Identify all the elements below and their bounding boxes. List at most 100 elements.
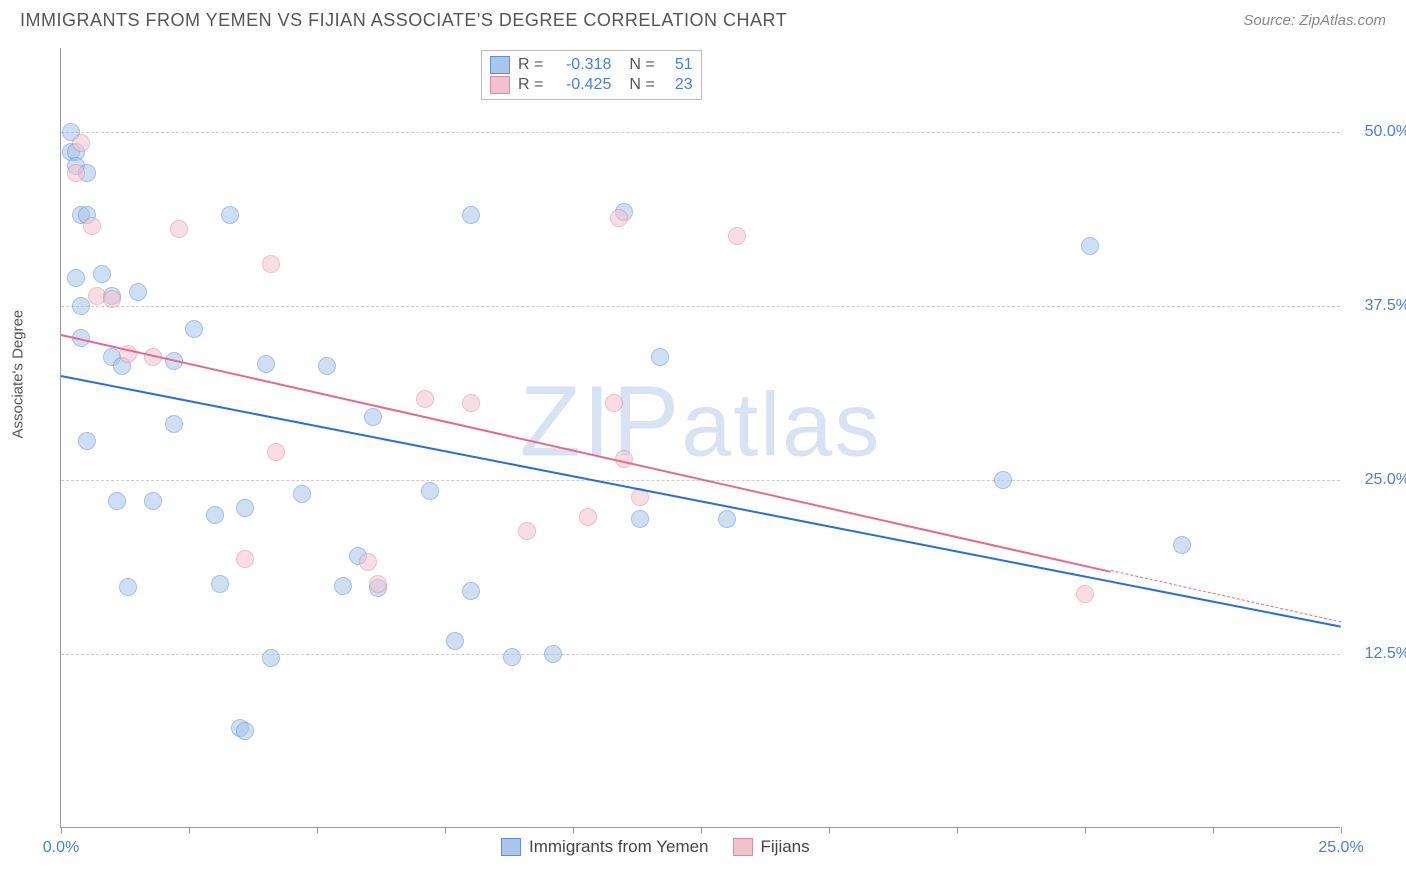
y-tick-label: 37.5% (1350, 297, 1406, 315)
scatter-point (1173, 536, 1191, 554)
scatter-point (67, 269, 85, 287)
scatter-point (728, 227, 746, 245)
x-tick-mark (189, 827, 190, 833)
scatter-point (1081, 237, 1099, 255)
legend-stats-row: R =-0.425N =23 (490, 75, 693, 95)
scatter-point (103, 290, 121, 308)
legend-swatch (490, 56, 510, 74)
legend-n-label: N = (629, 56, 654, 74)
scatter-point (318, 357, 336, 375)
x-tick-mark (829, 827, 830, 833)
scatter-point (446, 632, 464, 650)
legend-r-value: -0.318 (551, 56, 611, 74)
source-label: Source: (1243, 12, 1295, 29)
legend-stats-row: R = -0.318 N = 51 (490, 55, 693, 75)
legend-r-label: R = (518, 76, 543, 94)
trend-line-dashed (1110, 570, 1341, 623)
x-tick-mark (1085, 827, 1086, 833)
scatter-point (262, 649, 280, 667)
scatter-point (293, 485, 311, 503)
scatter-point (236, 499, 254, 517)
scatter-point (108, 492, 126, 510)
scatter-point (267, 443, 285, 461)
scatter-point (994, 471, 1012, 489)
gridline-h (61, 306, 1340, 307)
scatter-point (236, 722, 254, 740)
scatter-point (462, 206, 480, 224)
scatter-point (119, 578, 137, 596)
scatter-point (518, 522, 536, 540)
scatter-point (421, 482, 439, 500)
y-tick-label: 12.5% (1350, 645, 1406, 663)
gridline-h (61, 132, 1340, 133)
scatter-point (257, 355, 275, 373)
legend-swatch (733, 838, 753, 856)
scatter-point (651, 348, 669, 366)
scatter-point (170, 220, 188, 238)
legend-series: Immigrants from Yemen Fijians (501, 837, 810, 857)
scatter-point (185, 320, 203, 338)
scatter-point (364, 408, 382, 426)
header: IMMIGRANTS FROM YEMEN VS FIJIAN ASSOCIAT… (0, 0, 1406, 31)
x-tick-mark (317, 827, 318, 833)
scatter-point (334, 577, 352, 595)
x-tick-mark (1341, 827, 1342, 833)
x-tick-mark (701, 827, 702, 833)
scatter-point (221, 206, 239, 224)
scatter-point (544, 645, 562, 663)
scatter-point (144, 492, 162, 510)
legend-series-label: Immigrants from Yemen (529, 837, 709, 857)
scatter-point (83, 217, 101, 235)
legend-n-value: 23 (663, 76, 693, 94)
scatter-point (605, 394, 623, 412)
scatter-point (416, 390, 434, 408)
legend-swatch (490, 76, 510, 94)
scatter-point (359, 553, 377, 571)
scatter-point (78, 432, 96, 450)
scatter-point (206, 506, 224, 524)
trend-line (61, 375, 1341, 628)
scatter-point (579, 508, 597, 526)
scatter-point (67, 164, 85, 182)
legend-series-item: Immigrants from Yemen (501, 837, 709, 857)
scatter-point (610, 209, 628, 227)
scatter-point (236, 550, 254, 568)
legend-stats: R =-0.318N =51R =-0.425N =23 (481, 50, 702, 100)
y-axis-label: Associate's Degree (10, 310, 27, 439)
legend-swatch (501, 838, 521, 856)
x-tick-mark (573, 827, 574, 833)
x-tick-label: 25.0% (1318, 839, 1363, 857)
watermark: ZIPatlas (520, 364, 882, 479)
scatter-point (462, 394, 480, 412)
scatter-point (462, 582, 480, 600)
y-tick-label: 50.0% (1350, 123, 1406, 141)
scatter-point (503, 648, 521, 666)
trend-line (61, 334, 1111, 573)
scatter-point (211, 575, 229, 593)
gridline-h (61, 654, 1340, 655)
x-tick-mark (1213, 827, 1214, 833)
scatter-point (165, 415, 183, 433)
x-tick-mark (61, 827, 62, 833)
x-tick-mark (445, 827, 446, 833)
x-tick-mark (957, 827, 958, 833)
legend-r-label: R = (518, 56, 543, 74)
chart-plot-area: ZIPatlas R =-0.318N =51R =-0.425N =23 Im… (60, 48, 1340, 828)
legend-series-item: Fijians (733, 837, 810, 857)
y-tick-label: 25.0% (1350, 471, 1406, 489)
scatter-point (718, 510, 736, 528)
chart-title: IMMIGRANTS FROM YEMEN VS FIJIAN ASSOCIAT… (20, 10, 787, 31)
source-value: ZipAtlas.com (1299, 12, 1386, 29)
x-tick-label: 0.0% (43, 839, 79, 857)
scatter-point (72, 134, 90, 152)
scatter-point (369, 575, 387, 593)
legend-n-label: N = (629, 76, 654, 94)
legend-n-value: 51 (663, 56, 693, 74)
source: Source: ZipAtlas.com (1243, 12, 1386, 29)
scatter-point (1076, 585, 1094, 603)
legend-series-label: Fijians (761, 837, 810, 857)
scatter-point (262, 255, 280, 273)
scatter-point (129, 283, 147, 301)
scatter-point (93, 265, 111, 283)
scatter-point (631, 510, 649, 528)
